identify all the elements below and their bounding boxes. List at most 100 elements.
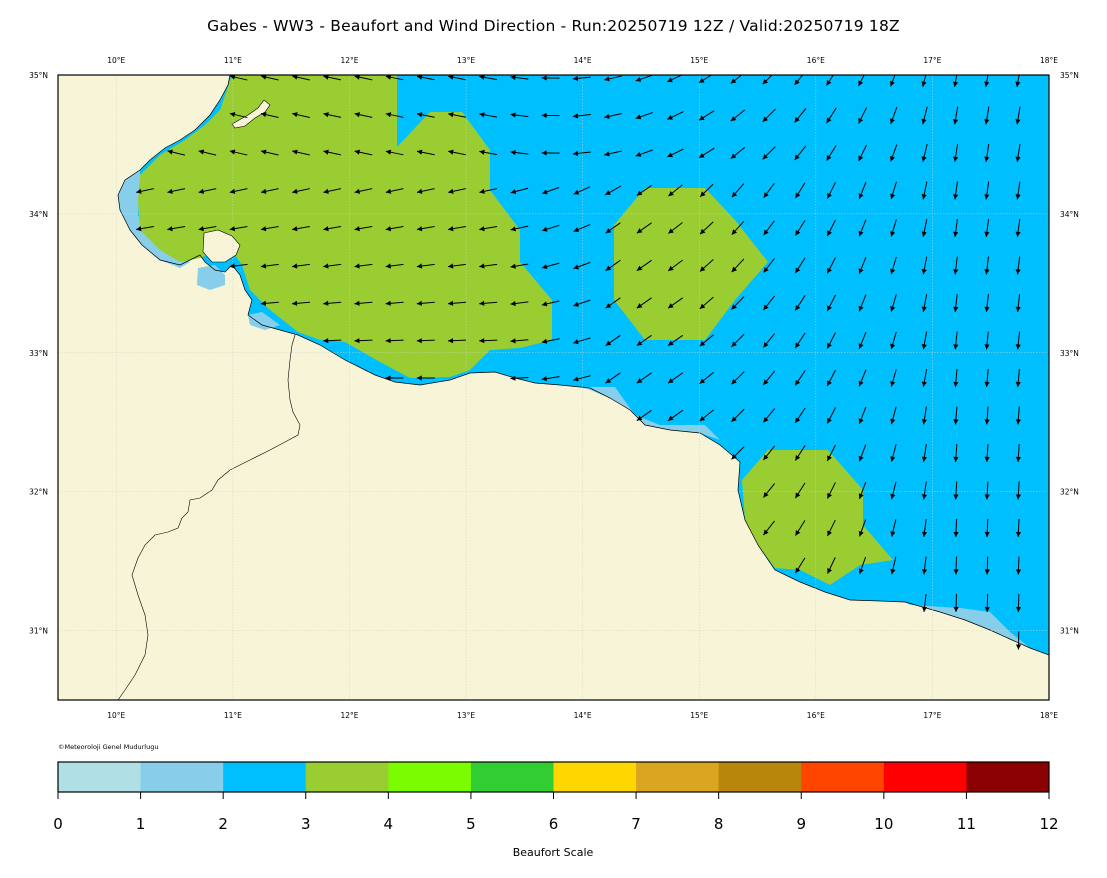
wind-arrow: [385, 188, 404, 194]
wind-arrow: [858, 256, 867, 275]
wind-arrow: [984, 556, 990, 575]
wind-arrow: [984, 331, 990, 350]
wind-arrow: [541, 224, 560, 232]
wind-arrow: [1015, 518, 1022, 538]
moderate-wind-zone: [742, 450, 893, 585]
wind-arrow: [605, 259, 621, 272]
wind-arrow: [890, 219, 897, 237]
wind-arrow: [1015, 219, 1021, 237]
wind-arrow: [984, 144, 990, 162]
wind-arrow: [952, 106, 959, 125]
wind-arrow: [1015, 593, 1022, 613]
wind-arrow: [416, 300, 435, 306]
lon-tick-label: 12°E: [340, 56, 358, 65]
light-wind-zone: [197, 265, 225, 290]
wind-arrow: [890, 556, 897, 575]
wind-arrow: [984, 181, 990, 200]
wind-arrow: [385, 338, 404, 344]
wind-arrow: [794, 482, 806, 499]
wind-arrow: [667, 222, 683, 234]
wind-arrow: [731, 446, 745, 460]
wind-arrow: [763, 182, 775, 199]
wind-arrow: [698, 110, 715, 121]
lat-tick-label: 33°N: [1060, 349, 1079, 358]
wind-arrow: [167, 188, 186, 194]
wind-arrow: [260, 225, 279, 232]
wind-arrow: [953, 368, 959, 388]
wind-arrow: [763, 295, 775, 311]
wind-arrow: [1015, 106, 1021, 125]
wind-arrow: [731, 333, 745, 348]
wind-arrow: [731, 408, 745, 423]
colorbar-tick-label: 12: [1039, 815, 1058, 833]
wind-arrow: [635, 75, 653, 82]
wind-arrow: [794, 332, 806, 349]
wind-arrow: [385, 225, 404, 232]
wind-arrow: [636, 222, 652, 234]
wind-arrow: [167, 225, 186, 232]
wind-arrow: [858, 107, 868, 124]
lon-tick-label: 16°E: [807, 711, 825, 720]
colorbar-tick-label: 9: [796, 815, 806, 833]
wind-arrow: [136, 188, 154, 194]
wind-arrow: [826, 75, 834, 86]
wind-arrow: [762, 445, 776, 461]
wind-arrow: [921, 369, 928, 387]
lon-tick-label: 12°E: [340, 711, 358, 720]
wind-arrow: [794, 75, 804, 86]
wind-arrow: [385, 263, 404, 269]
wind-arrow: [292, 263, 310, 269]
wind-arrow: [826, 294, 836, 312]
wind-arrow: [198, 149, 217, 156]
wind-arrow: [921, 75, 927, 87]
wind-arrow: [510, 112, 529, 118]
wind-arrow: [953, 331, 959, 350]
wind-arrow: [573, 224, 591, 232]
wind-arrow: [416, 112, 435, 118]
wind-arrow: [826, 145, 837, 161]
latitude-labels-right: 35°N 34°N 33°N 32°N 31°N: [1060, 71, 1079, 636]
wind-arrow: [794, 257, 806, 274]
wind-arrow: [323, 112, 342, 118]
wind-arrow: [510, 225, 529, 232]
wind-arrow: [1015, 181, 1021, 200]
wind-arrow: [604, 113, 622, 119]
wind-arrow: [667, 259, 683, 272]
lon-tick-label: 18°E: [1040, 56, 1058, 65]
wind-arrow: [292, 112, 310, 118]
lon-tick-label: 15°E: [690, 711, 708, 720]
wind-arrow: [667, 372, 684, 384]
colorbar-segment: [58, 762, 142, 792]
lon-tick-label: 10°E: [107, 56, 125, 65]
wind-arrow: [984, 518, 990, 538]
wind-arrow: [921, 331, 928, 350]
wind-arrow: [826, 407, 836, 424]
colorbar-segment: [388, 762, 472, 792]
wind-arrow: [889, 106, 898, 125]
colorbar-segment: [470, 762, 554, 792]
wind-arrow: [762, 408, 776, 423]
wind-arrow: [385, 300, 404, 306]
wind-arrow: [229, 188, 248, 194]
wind-arrow: [541, 300, 560, 307]
wind-arrow: [890, 181, 897, 200]
wind-arrow: [572, 113, 591, 119]
colorbar-tick-label: 7: [631, 815, 641, 833]
wind-arrow: [541, 150, 560, 156]
wind-arrow: [826, 369, 837, 387]
wind-arrow: [730, 75, 743, 84]
wind-arrow: [416, 225, 435, 232]
wind-arrow: [635, 149, 653, 157]
wind-arrow: [921, 256, 928, 275]
wind-arrow: [448, 149, 466, 156]
lat-tick-label: 33°N: [29, 349, 48, 358]
wind-arrow: [479, 300, 498, 306]
wind-arrow: [826, 107, 837, 124]
lon-tick-label: 13°E: [457, 56, 475, 65]
wind-arrow: [354, 225, 373, 232]
wind-arrow: [826, 257, 836, 274]
wind-arrow: [354, 338, 373, 344]
wind-arrow: [479, 225, 498, 232]
colorbar-tick-label: 4: [384, 815, 394, 833]
colorbar-tick-label: 5: [466, 815, 476, 833]
